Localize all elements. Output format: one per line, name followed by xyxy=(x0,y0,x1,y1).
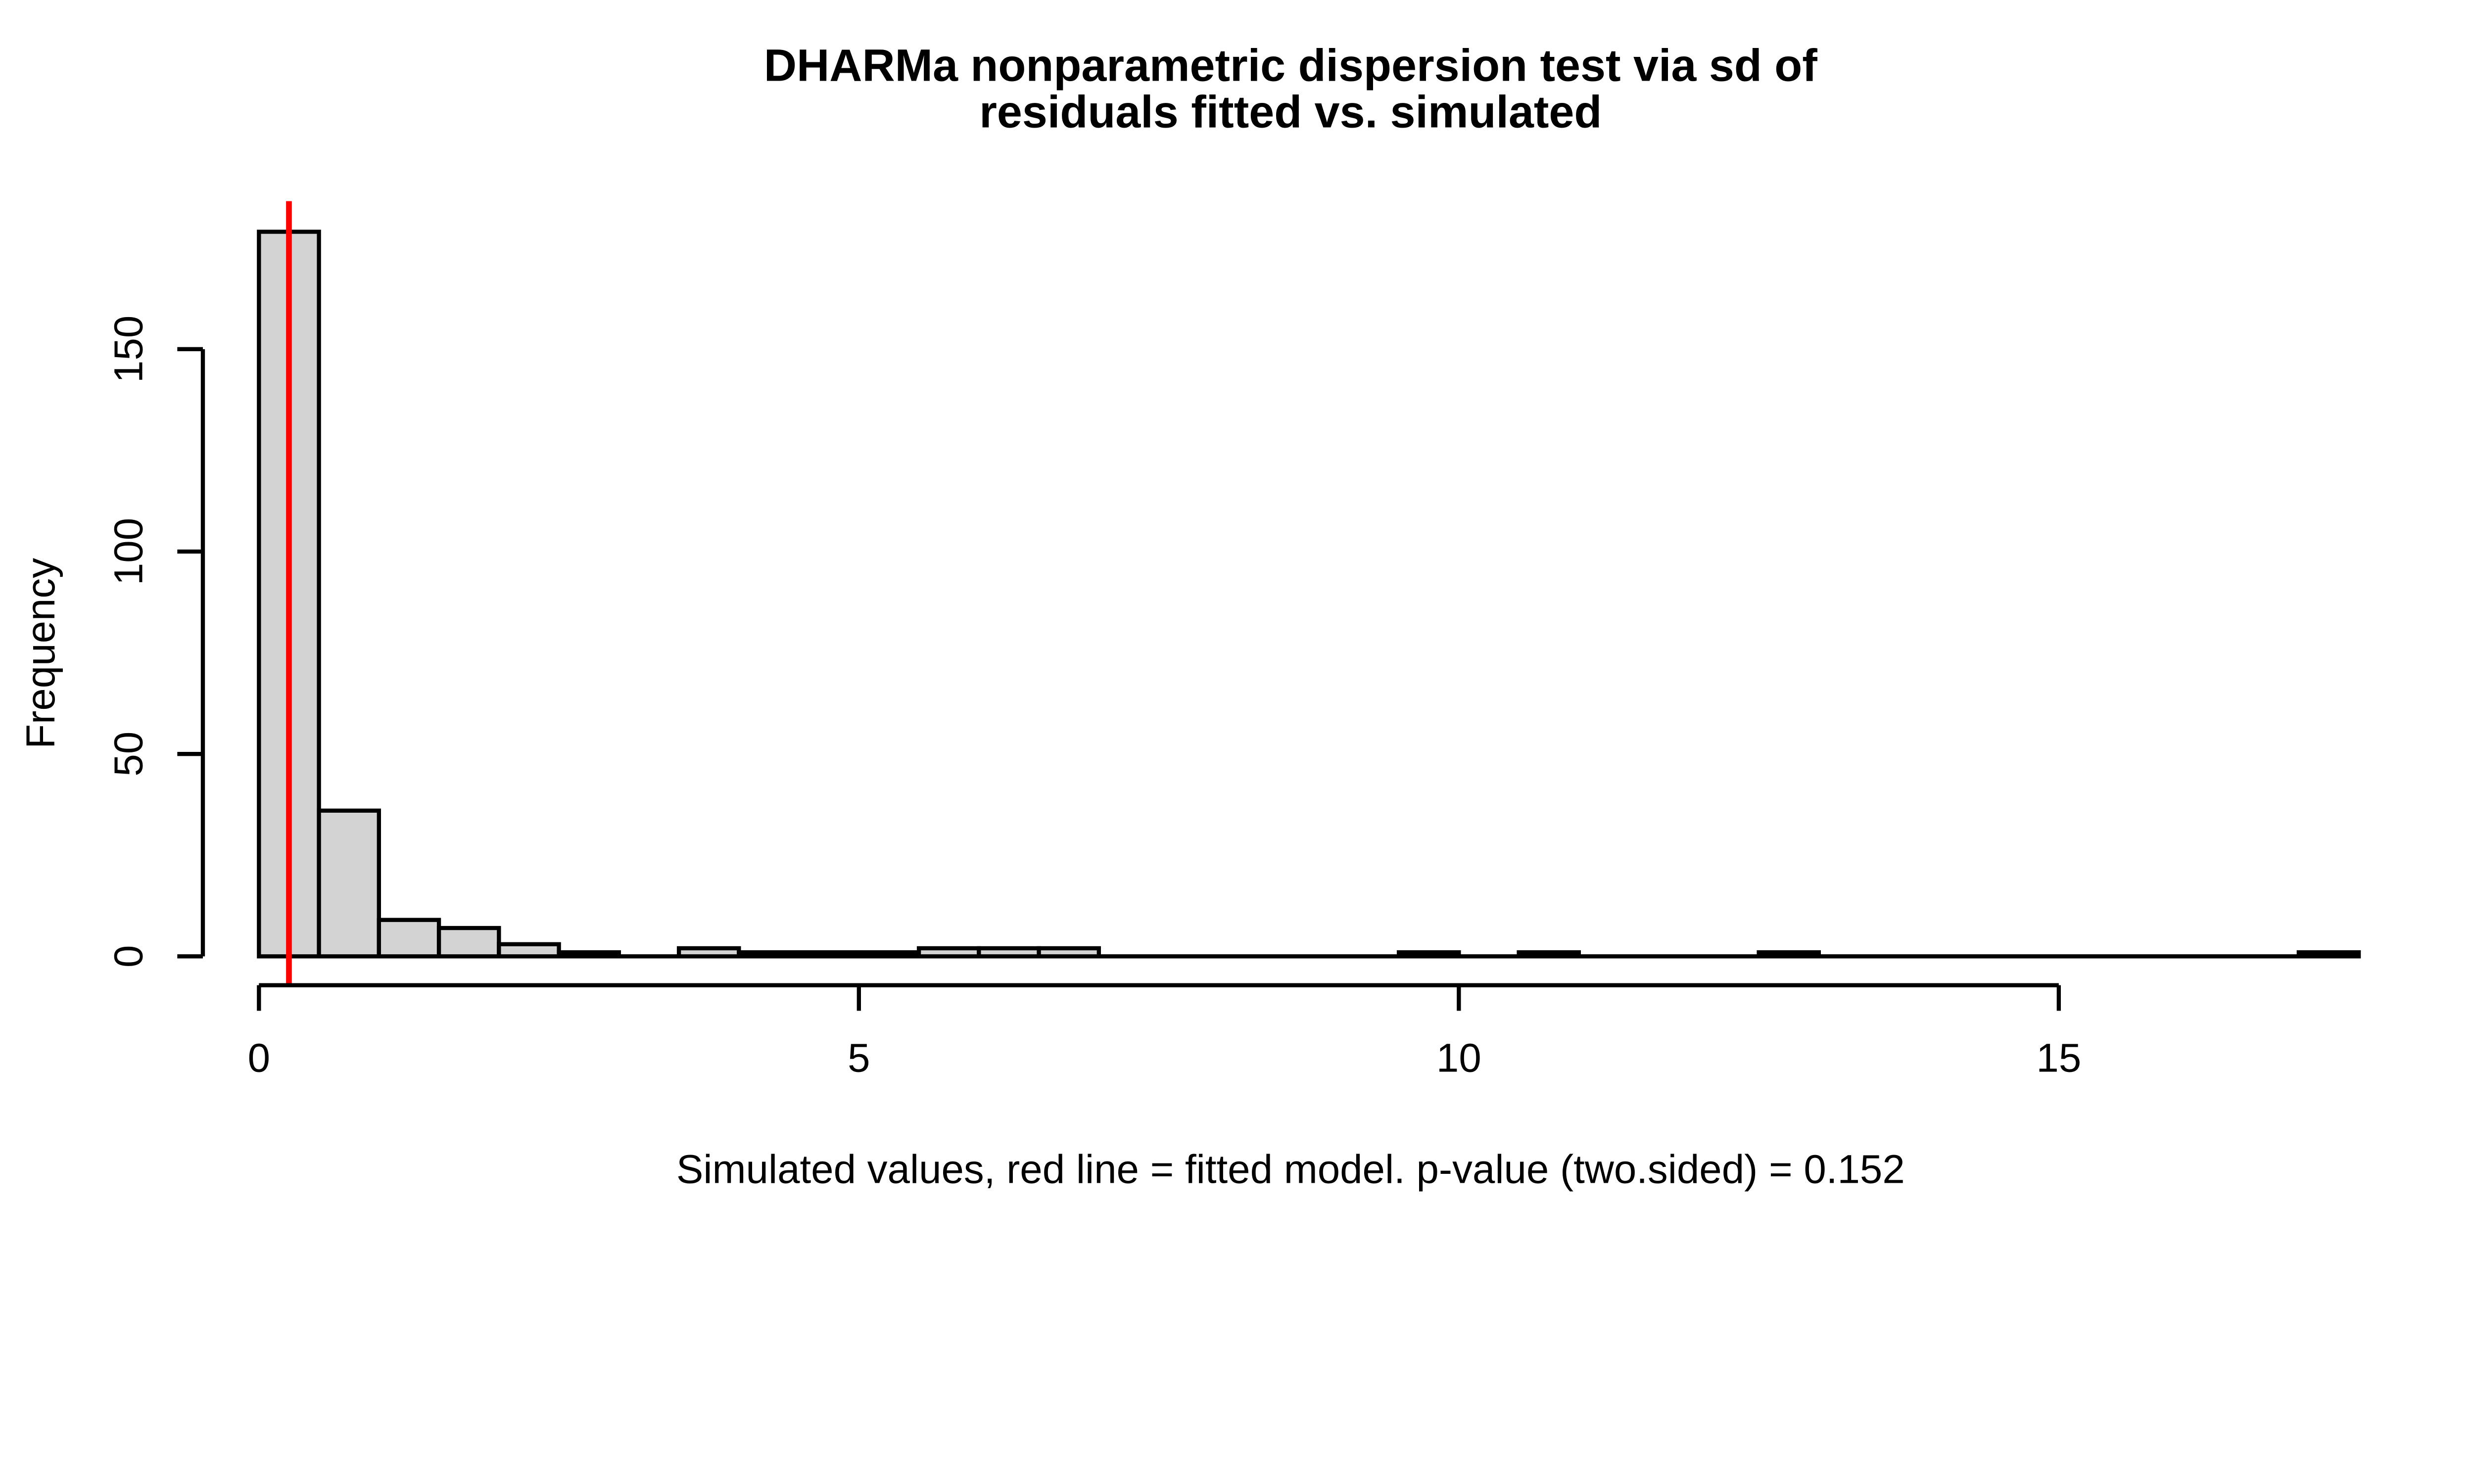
histogram-bar xyxy=(856,950,921,959)
x-axis-tick-label: 5 xyxy=(848,1036,870,1081)
histogram-bar xyxy=(1757,950,1821,959)
histogram-bar xyxy=(737,950,801,959)
plot-title-line-1: DHARMa nonparametric dispersion test via… xyxy=(764,40,1817,91)
x-axis-tick-label: 15 xyxy=(2036,1036,2081,1081)
y-axis-tick-label: 50 xyxy=(106,732,151,777)
histogram-bar xyxy=(1396,950,1461,959)
x-axis-tick-label: 10 xyxy=(1436,1036,1481,1081)
histogram-bar xyxy=(977,946,1041,959)
histogram-bar xyxy=(1517,950,1581,959)
histogram-bar xyxy=(497,942,561,959)
histogram-bar xyxy=(797,950,861,959)
x-axis: 0 5 10 15 xyxy=(248,983,2081,1081)
histogram-bar xyxy=(2296,950,2361,959)
histogram-bar xyxy=(436,926,501,959)
dispersion-test-histogram: DHARMa nonparametric dispersion test via… xyxy=(18,40,2361,1192)
y-axis-tick-label: 100 xyxy=(106,518,151,585)
y-axis: 0 50 100 150 xyxy=(106,316,205,968)
histogram-bar xyxy=(1037,946,1101,959)
histogram-bar xyxy=(377,918,441,959)
plot-title-line-2: residuals fitted vs. simulated xyxy=(979,87,1602,138)
y-axis-title: Frequency xyxy=(18,558,63,749)
histogram-bars xyxy=(257,230,2361,959)
histogram-bar xyxy=(557,950,621,959)
x-axis-title: Simulated values, red line = fitted mode… xyxy=(676,1147,1905,1192)
histogram-bar xyxy=(317,808,381,959)
y-axis-tick-label: 150 xyxy=(106,316,151,383)
y-axis-tick-label: 0 xyxy=(106,945,151,968)
figure-container: DHARMa nonparametric dispersion test via… xyxy=(18,40,2361,1192)
x-axis-tick-label: 0 xyxy=(248,1036,270,1081)
histogram-bar xyxy=(676,946,741,959)
histogram-bar xyxy=(916,946,981,959)
